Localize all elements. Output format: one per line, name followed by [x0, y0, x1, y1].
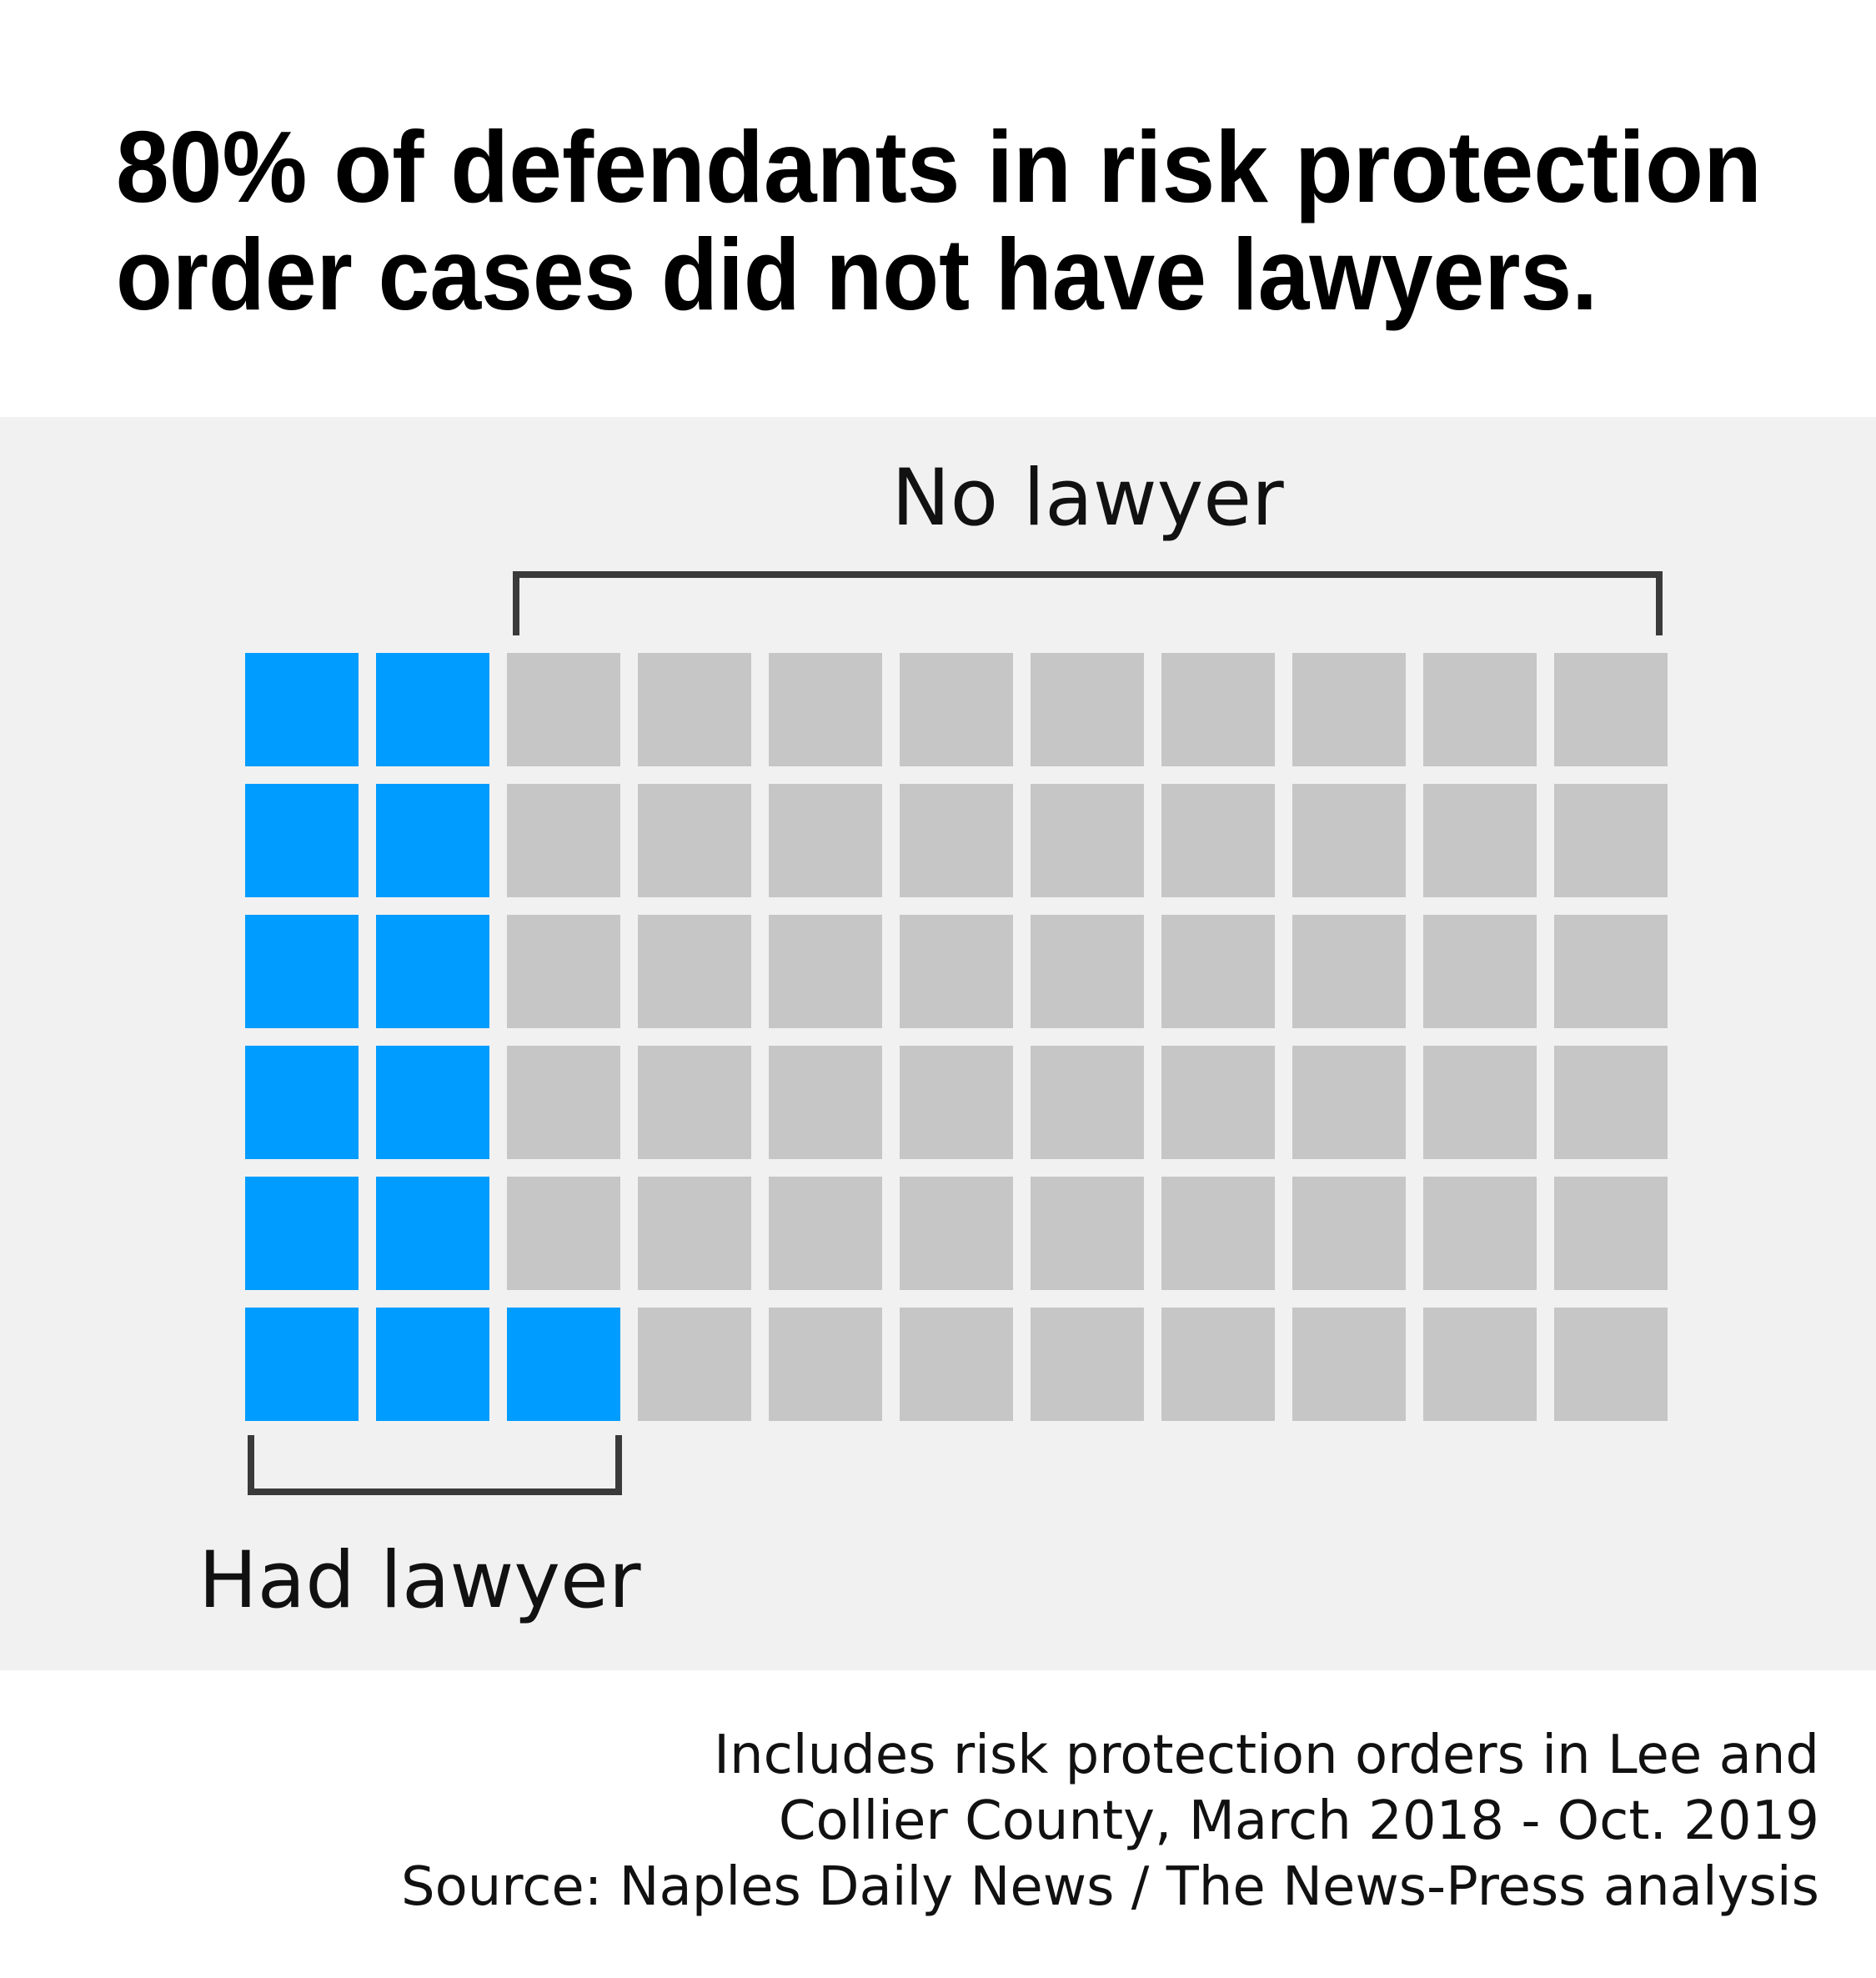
waffle-cell: [1292, 1308, 1406, 1421]
waffle-cell: [1292, 653, 1406, 766]
waffle-cell: [769, 1046, 882, 1159]
waffle-cell: [376, 653, 489, 766]
legend-label: Had lawyer: [198, 1535, 641, 1626]
waffle-cell: [638, 1308, 751, 1421]
note: Includes risk protection orders in Lee a…: [714, 1724, 1819, 1786]
waffle-cell: [376, 1308, 489, 1421]
waffle-cell: [245, 915, 359, 1028]
waffle-cell: [507, 915, 620, 1028]
waffle-cell: [1161, 1177, 1275, 1290]
waffle-cell: [376, 1046, 489, 1159]
waffle-cell: [638, 1046, 751, 1159]
waffle-cell: [507, 1046, 620, 1159]
waffle-cell: [245, 653, 359, 766]
chart-title: order cases did not have lawyers.: [116, 218, 1598, 331]
waffle-cell: [638, 653, 751, 766]
bracket: [248, 1435, 622, 1495]
waffle-cell: [900, 1308, 1013, 1421]
waffle-cell: [507, 653, 620, 766]
waffle-cell: [1031, 915, 1144, 1028]
waffle-cell: [1292, 1177, 1406, 1290]
waffle-cell: [376, 784, 489, 897]
waffle-cell: [1031, 1308, 1144, 1421]
waffle-cell: [769, 915, 882, 1028]
source: Source: Naples Daily News / The News-Pre…: [401, 1856, 1819, 1918]
waffle-cell: [1554, 653, 1668, 766]
waffle-cell: [1031, 653, 1144, 766]
waffle-cell: [1423, 784, 1537, 897]
waffle-cell: [1554, 1046, 1668, 1159]
waffle-cell: [1161, 784, 1275, 897]
waffle-cell: [1292, 915, 1406, 1028]
waffle-cell: [1423, 915, 1537, 1028]
waffle-cell: [1423, 653, 1537, 766]
chart-title: 80% of defendants in risk protection: [116, 110, 1762, 223]
waffle-cell: [769, 1177, 882, 1290]
waffle-cell: [900, 915, 1013, 1028]
waffle-cell: [638, 784, 751, 897]
waffle-cell: [245, 1308, 359, 1421]
bracket: [513, 571, 1663, 635]
waffle-cell: [638, 915, 751, 1028]
waffle-cell: [1554, 784, 1668, 897]
note: Collier County, March 2018 - Oct. 2019: [779, 1790, 1819, 1852]
waffle-cell: [1423, 1308, 1537, 1421]
waffle-cell: [769, 653, 882, 766]
waffle-cell: [1292, 784, 1406, 897]
waffle-cell: [1554, 1177, 1668, 1290]
waffle-cell: [245, 784, 359, 897]
waffle-cell: [900, 1177, 1013, 1290]
waffle-cell: [1031, 784, 1144, 897]
waffle-cell: [507, 784, 620, 897]
waffle-cell: [1161, 915, 1275, 1028]
waffle-cell: [1423, 1177, 1537, 1290]
waffle-cell: [1031, 1177, 1144, 1290]
waffle-cell: [1161, 1308, 1275, 1421]
waffle-cell: [769, 784, 882, 897]
waffle-cell: [245, 1177, 359, 1290]
waffle-cell: [1554, 1308, 1668, 1421]
waffle-cell: [507, 1308, 620, 1421]
waffle-cell: [1161, 653, 1275, 766]
panel: [0, 417, 1876, 1670]
legend-label: No lawyer: [891, 453, 1284, 544]
waffle-cell: [769, 1308, 882, 1421]
waffle-cell: [1423, 1046, 1537, 1159]
waffle-cell: [507, 1177, 620, 1290]
waffle-cell: [900, 653, 1013, 766]
waffle-cell: [900, 784, 1013, 897]
waffle-cell: [1554, 915, 1668, 1028]
waffle-cell: [1031, 1046, 1144, 1159]
waffle-cell: [245, 1046, 359, 1159]
waffle-cell: [1161, 1046, 1275, 1159]
waffle-cell: [376, 1177, 489, 1290]
waffle-cell: [376, 915, 489, 1028]
waffle-cell: [638, 1177, 751, 1290]
waffle-cell: [900, 1046, 1013, 1159]
waffle-cell: [1292, 1046, 1406, 1159]
